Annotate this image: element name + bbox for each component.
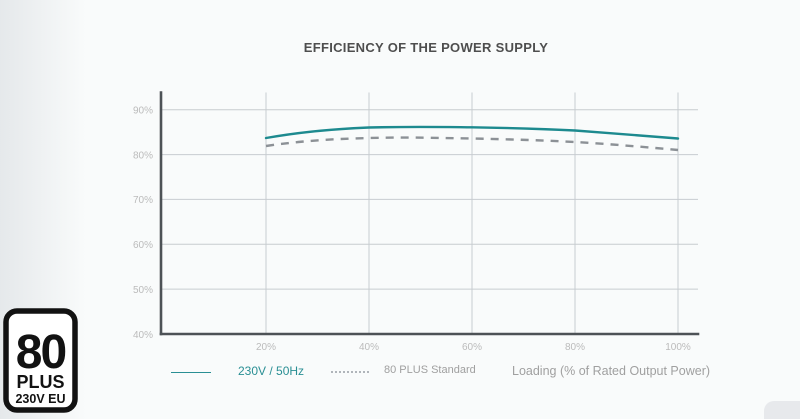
svg-text:50%: 50% [133,285,153,296]
svg-text:80%: 80% [565,342,585,353]
svg-text:60%: 60% [133,240,153,251]
svg-text:40%: 40% [359,342,379,353]
svg-text:230V EU: 230V EU [15,392,65,406]
svg-text:70%: 70% [133,195,153,206]
svg-text:PLUS: PLUS [16,372,64,392]
svg-text:80%: 80% [133,150,153,161]
svg-text:20%: 20% [256,342,276,353]
svg-text:100%: 100% [665,342,691,353]
svg-text:90%: 90% [133,106,153,117]
svg-text:40%: 40% [133,330,153,341]
svg-text:60%: 60% [462,342,482,353]
